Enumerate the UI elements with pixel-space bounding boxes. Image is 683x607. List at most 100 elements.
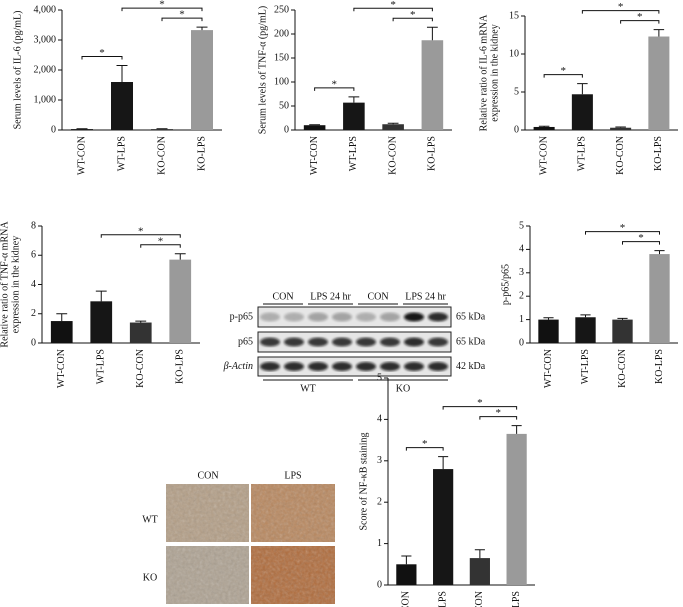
histology-column-label: CON (197, 470, 218, 481)
blot-band (356, 312, 376, 322)
blot-band (284, 312, 304, 322)
blot-band (428, 362, 448, 371)
error-bar (438, 456, 449, 470)
blot-band (404, 312, 424, 322)
significance-label: * (561, 65, 567, 77)
error-bar (654, 250, 665, 255)
y-tick-label: 1 (377, 538, 382, 549)
y-tick-label: 0 (31, 337, 36, 348)
error-bar (387, 122, 399, 125)
blot-band (260, 312, 280, 322)
y-tick-label: 0 (284, 124, 289, 135)
significance-bracket (479, 416, 518, 420)
significance-bracket (314, 87, 355, 91)
blot-band (308, 362, 328, 371)
y-tick-label: 150 (274, 52, 289, 63)
x-tick-label: WT-CON (401, 591, 412, 607)
significance-label: * (618, 1, 624, 13)
significance-bracket (585, 231, 660, 235)
y-tick-label: 5 (519, 220, 524, 231)
bar (191, 30, 213, 131)
y-tick-label: 8 (31, 220, 36, 231)
significance-bracket (620, 20, 660, 24)
gap (166, 542, 335, 546)
significance-bracket (405, 447, 444, 451)
significance-bracket (353, 7, 433, 12)
error-bar (653, 29, 665, 37)
bar (129, 322, 152, 343)
y-tick-label: 5 (377, 372, 382, 383)
blot-band (332, 362, 352, 371)
error-bar (401, 555, 412, 565)
significance-label: * (179, 9, 185, 21)
y-tick-label: 250 (274, 4, 289, 15)
y-tick-label: 0 (519, 337, 524, 348)
bar (382, 124, 404, 130)
blot-band (332, 337, 352, 347)
x-tick-label: WT-LPS (577, 136, 588, 171)
blot-band (356, 337, 376, 347)
y-tick-label: 1 (519, 314, 524, 325)
y-axis-label: Relative ratio of TNF-α mRNA (0, 221, 10, 348)
bar (111, 82, 133, 130)
significance-bracket (81, 56, 123, 60)
group-label: WT (300, 383, 316, 394)
blot-band (428, 312, 448, 322)
lane-header: CON (272, 291, 293, 302)
x-tick-label: WT-CON (309, 136, 320, 175)
bar (421, 40, 444, 130)
x-tick-label: WT-CON (543, 349, 554, 388)
significance-bracket (581, 10, 660, 14)
bar (648, 36, 670, 130)
histology-column-label: LPS (284, 470, 301, 481)
blot-band (380, 312, 400, 322)
error-bar (196, 26, 208, 31)
error-bar (426, 26, 438, 41)
y-tick-label: 50 (279, 100, 289, 111)
blot-band (260, 362, 280, 371)
significance-bracket (161, 17, 203, 22)
significance-label: * (159, 0, 165, 11)
x-tick-label: KO-LPS (196, 136, 207, 171)
significance-label: * (158, 235, 164, 247)
bar (151, 129, 173, 130)
blot-band (308, 312, 328, 322)
error-bar (577, 83, 588, 95)
bar (538, 319, 559, 343)
significance-bracket (140, 244, 181, 248)
significance-label: * (332, 78, 338, 90)
bar (433, 469, 454, 585)
y-axis-label: Serum levels of TNF-α (pg/mL) (257, 6, 268, 134)
x-tick-label: KO-CON (617, 349, 628, 388)
error-bar (580, 314, 591, 318)
bar (506, 433, 527, 585)
error-bar (474, 549, 485, 559)
blot-size-label: 65 kDa (456, 311, 486, 322)
blot-size-label: 42 kDa (456, 361, 486, 372)
blot-band (380, 337, 400, 347)
significance-label: * (496, 407, 502, 419)
error-bar (95, 290, 107, 302)
blot-row-label: β-Actin (223, 361, 253, 372)
significance-bracket (392, 17, 433, 22)
x-tick-label: WT-LPS (437, 591, 448, 607)
bar (303, 125, 326, 130)
bar (90, 301, 113, 343)
y-tick-label: 2 (519, 290, 524, 301)
blot-strip (257, 331, 452, 353)
x-tick-label: WT-CON (538, 136, 549, 175)
blot-band (284, 337, 304, 347)
group-label: KO (396, 383, 410, 394)
histology-row-label: WT (142, 514, 158, 525)
y-tick-label: 4 (519, 244, 524, 255)
y-tick-label: 4 (31, 279, 36, 290)
y-tick-label: 4 (377, 414, 382, 425)
significance-bracket (622, 241, 660, 245)
x-tick-label: KO-CON (474, 591, 485, 607)
y-tick-label: 5 (514, 86, 519, 97)
blot-band (284, 362, 304, 371)
blot-row-label: p65 (238, 336, 253, 347)
y-tick-label: 0 (514, 124, 519, 135)
blot-band (404, 362, 424, 371)
x-tick-label: WT-LPS (348, 136, 359, 171)
